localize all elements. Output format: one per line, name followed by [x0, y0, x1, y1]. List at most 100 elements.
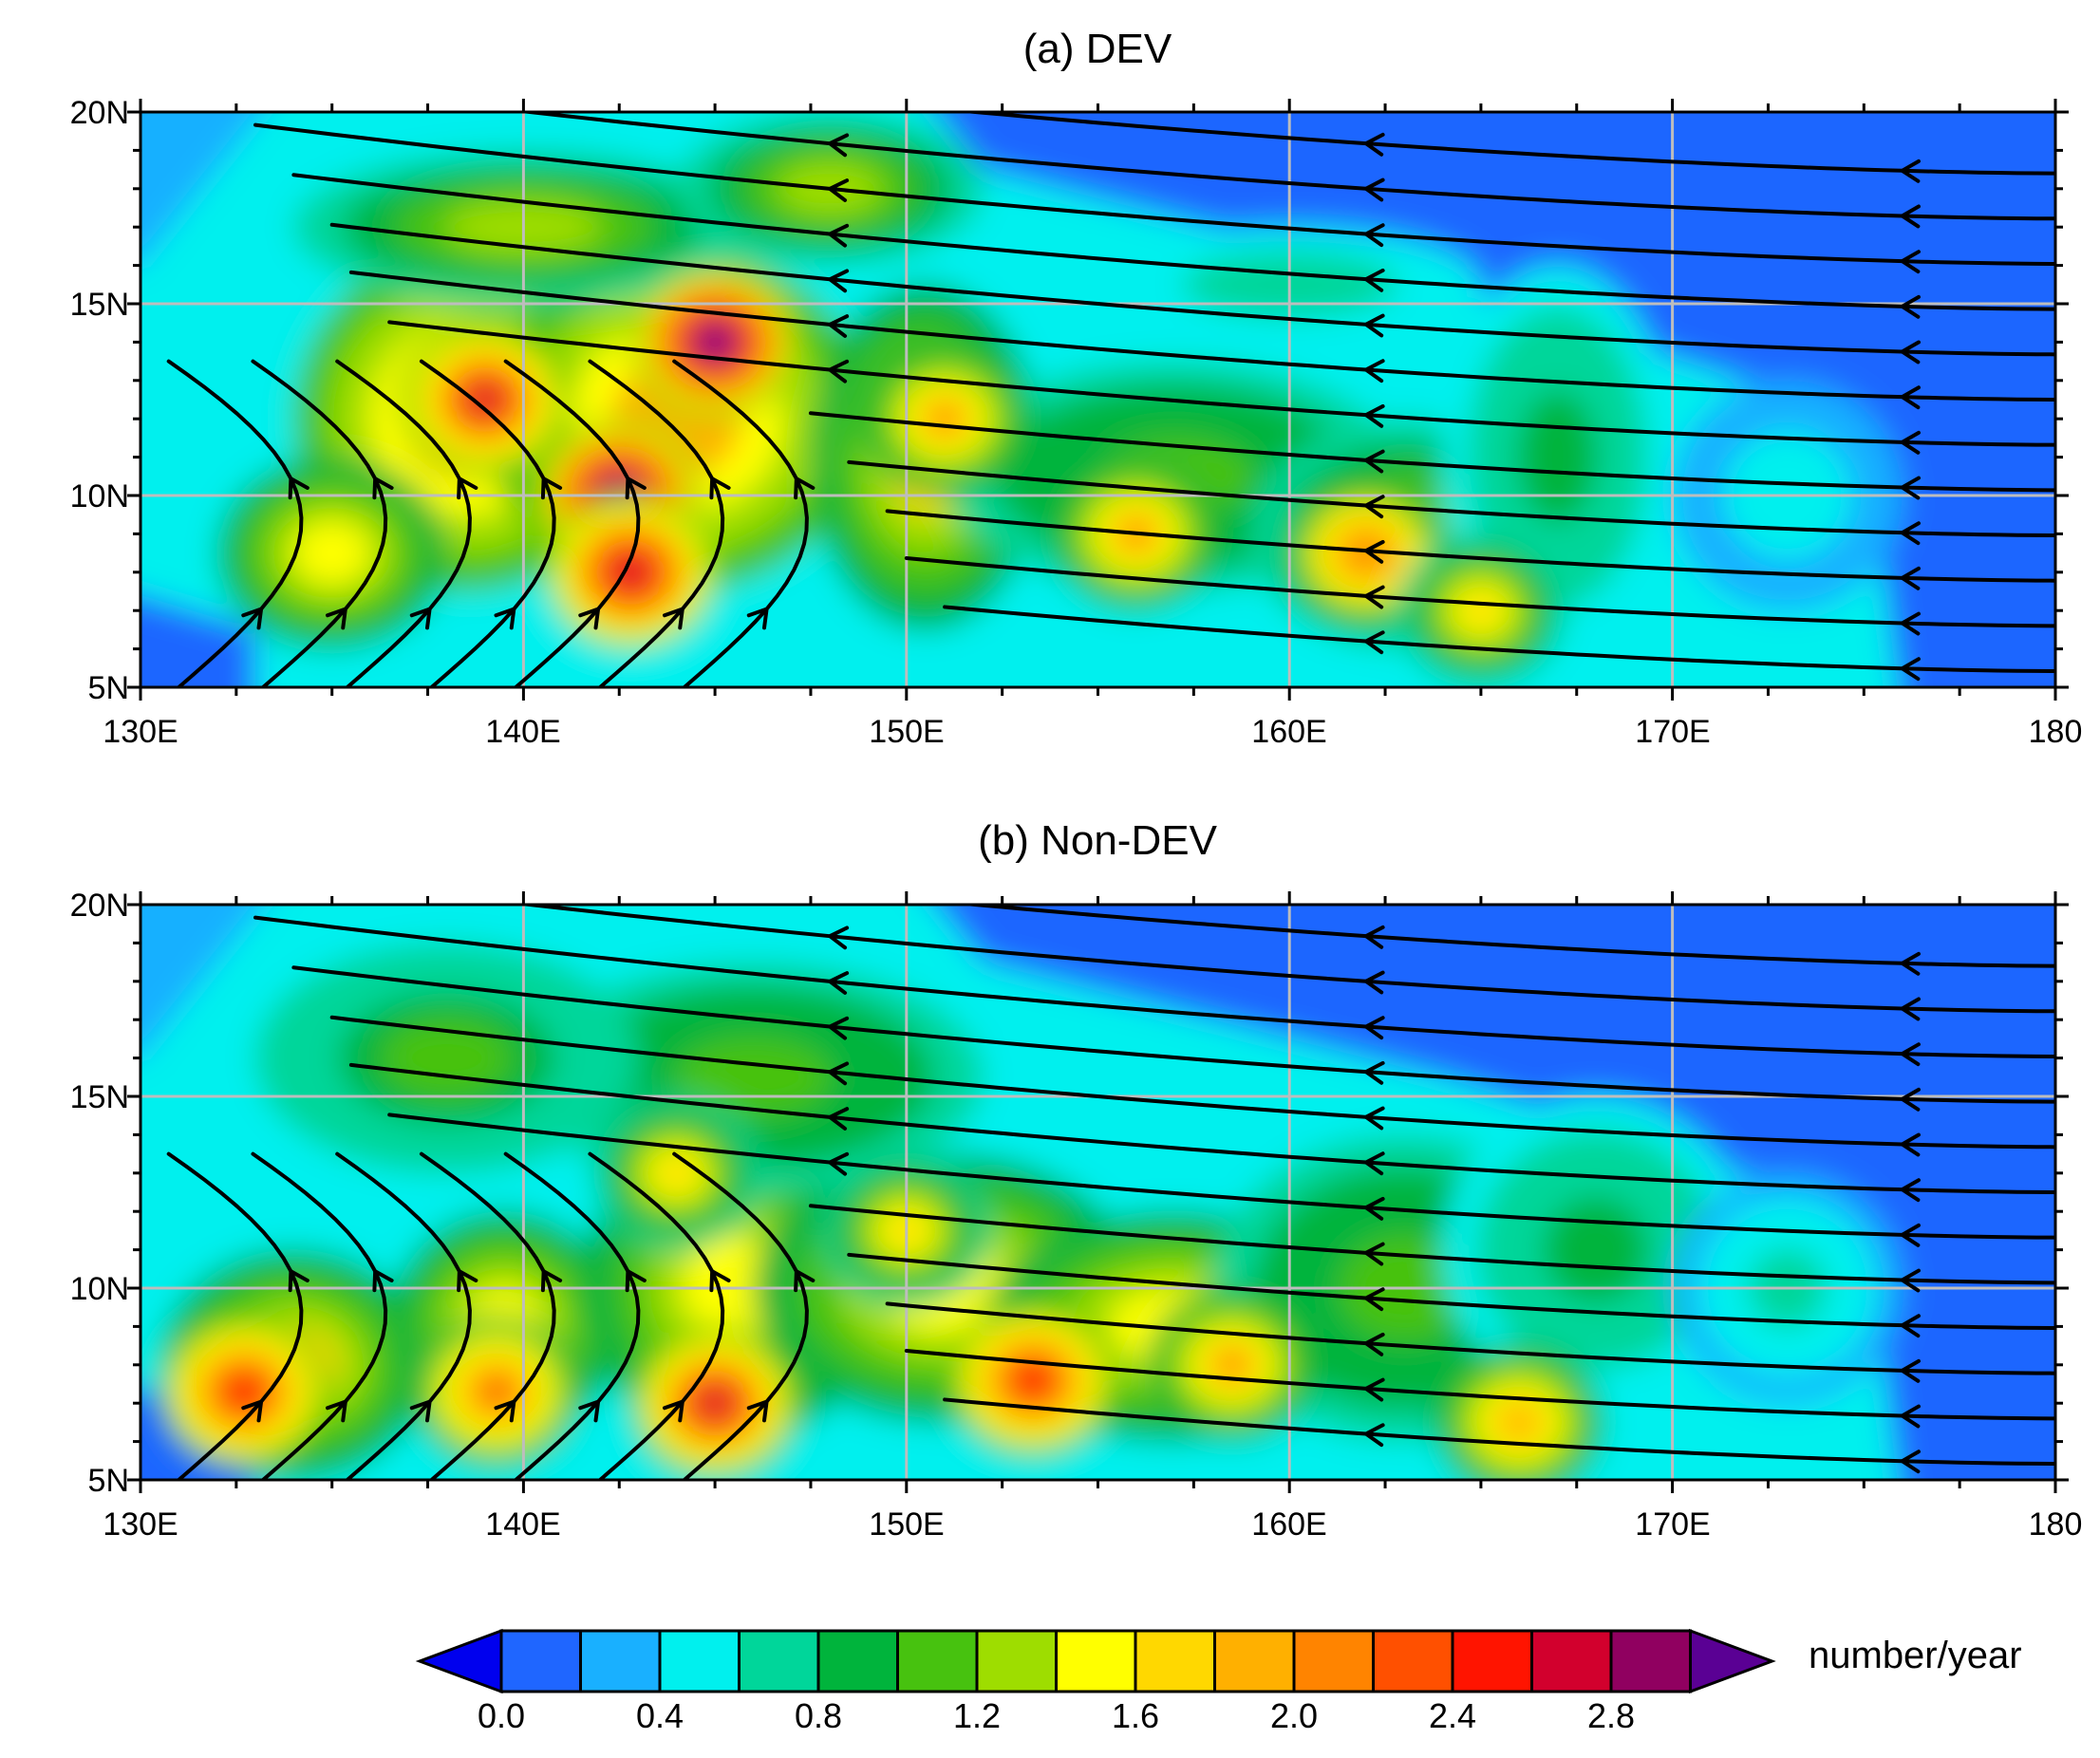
streamline-recurving: [588, 359, 725, 687]
streamline-arrow: [1898, 204, 1921, 229]
panel-b-ytick-15n: 15N: [70, 1079, 129, 1115]
colorbar-under-triangle: [415, 1628, 503, 1694]
streamline-arrow: [1362, 630, 1385, 655]
low-region: [141, 112, 264, 266]
streamline-arrow: [1362, 1196, 1385, 1221]
streamline-recurving: [166, 359, 304, 687]
streamline-arrow: [1898, 385, 1921, 410]
streamline-arrow: [409, 606, 433, 630]
streamline-arrow: [826, 1151, 850, 1176]
streamline-recurving: [503, 359, 641, 687]
streamline-recurving: [419, 359, 556, 687]
streamline-recurving: [251, 1151, 388, 1480]
colorbar-boxes: [415, 1628, 1776, 1694]
panel-a-xtick-180: 180: [2029, 714, 2083, 750]
colorbar-box: [1372, 1629, 1454, 1693]
hotspot-contour: [468, 383, 502, 416]
colorbar-tick-labels: 0.0 0.4 0.8 1.2 1.6 2.0 2.4 2.8: [478, 1696, 1635, 1735]
panel-b-x-tick-labels: 130E 140E 150E 160E 170E 180: [103, 1506, 2082, 1543]
streamline-easterly: [253, 915, 2055, 1058]
streamline-easterly: [904, 555, 2055, 628]
panel-a-ytick-5n: 5N: [88, 670, 129, 706]
streamline-arrow: [1362, 970, 1385, 995]
streamline-arrow: [241, 1398, 264, 1423]
panel-b: (b) Non-DEV 130E 140E 150E 160E 170E 180…: [70, 817, 2083, 1543]
colorbar-box: [658, 1629, 741, 1693]
colorbar-box: [1055, 1629, 1137, 1693]
streamline-arrow: [826, 178, 850, 202]
streamline-easterly: [387, 1113, 2055, 1240]
streamline-arrow: [578, 1398, 601, 1423]
streamline-easterly: [348, 270, 2055, 402]
streamline-arrow: [1362, 1287, 1385, 1312]
streamline-arrow: [1898, 1314, 1921, 1338]
streamline-arrow: [826, 314, 850, 338]
density-layers: [141, 112, 2055, 687]
streamline-easterly: [808, 411, 2055, 493]
streamline-easterly: [253, 122, 2055, 266]
low-region: [141, 905, 264, 1058]
hotspot-contour: [1016, 1364, 1050, 1396]
streamline-arrow: [662, 1398, 685, 1423]
streamline-arrow: [1898, 1358, 1921, 1383]
streamline-arrow: [1898, 159, 1921, 183]
streamline-arrow: [1898, 566, 1921, 590]
hotspot-contour: [1502, 1407, 1536, 1438]
streamline-arrow: [1362, 1423, 1385, 1448]
streamline-recurving: [335, 359, 472, 687]
streamline-arrow: [625, 475, 647, 500]
colorbar-over-triangle: [1689, 1628, 1776, 1694]
streamline-recurving: [419, 1151, 556, 1480]
streamline-easterly: [513, 112, 2055, 221]
panel-a-title: (a) DEV: [1023, 26, 1172, 72]
panel-b-ticks: [127, 891, 2069, 1493]
streamline-arrow: [1898, 1268, 1921, 1293]
density-blob: [1518, 391, 1597, 523]
streamline-recurving: [503, 1151, 641, 1480]
panel-a-xtick-130e: 130E: [103, 714, 178, 750]
streamline-arrow: [625, 1267, 647, 1293]
colorbar-box: [1213, 1629, 1296, 1693]
panel-b-title: (b) Non-DEV: [978, 817, 1217, 864]
streamline-arrow: [1362, 1016, 1385, 1040]
streamline-arrow: [372, 1267, 394, 1293]
streamline-arrow: [1362, 403, 1385, 428]
streamline-arrow: [1362, 268, 1385, 292]
streamline-arrow: [830, 90, 847, 110]
streamline-arrow: [288, 1267, 309, 1293]
panel-b-xtick-140e: 140E: [485, 1506, 560, 1543]
panel-b-contour-field: [141, 905, 2055, 1480]
colorbar-box: [1292, 1629, 1375, 1693]
streamline-arrow: [1898, 951, 1921, 976]
streamline-arrow: [662, 606, 685, 630]
streamline-arrow: [1362, 1060, 1385, 1085]
streamline-arrow: [1362, 359, 1385, 383]
streamline-easterly: [329, 1015, 2055, 1150]
streamline-arrow: [826, 133, 850, 158]
streamline-easterly: [943, 605, 2055, 674]
streamline-arrow: [826, 926, 850, 950]
streamline-arrow: [1898, 1404, 1921, 1429]
streamline-arrow: [1898, 476, 1921, 500]
hotspot-contour: [928, 403, 962, 435]
colorbar-tick-2-4: 2.4: [1429, 1696, 1476, 1735]
streamline-easterly: [291, 965, 2055, 1104]
colorbar-box: [1609, 1629, 1692, 1693]
hotspot-contour: [479, 1375, 514, 1408]
streamline-arrow: [826, 1061, 850, 1086]
density-layers: [141, 905, 2055, 1480]
streamline-arrow: [826, 269, 850, 293]
streamline-arrow: [794, 475, 816, 500]
low-region: [141, 595, 256, 687]
streamline-arrow: [1362, 449, 1385, 474]
streamline-arrow: [457, 475, 478, 500]
streamline-arrow: [826, 1016, 850, 1040]
hotspot-contour: [1464, 595, 1498, 627]
colorbar-tick-0-0: 0.0: [478, 1696, 525, 1735]
streamline-arrow: [1362, 1242, 1385, 1266]
panel-a-streamlines: [166, 90, 2055, 687]
colorbar-label: number/year: [1809, 1635, 2022, 1676]
streamline-arrow: [1362, 1332, 1385, 1356]
hotspot-contour: [613, 556, 648, 588]
colorbar-tick-1-6: 1.6: [1112, 1696, 1159, 1735]
